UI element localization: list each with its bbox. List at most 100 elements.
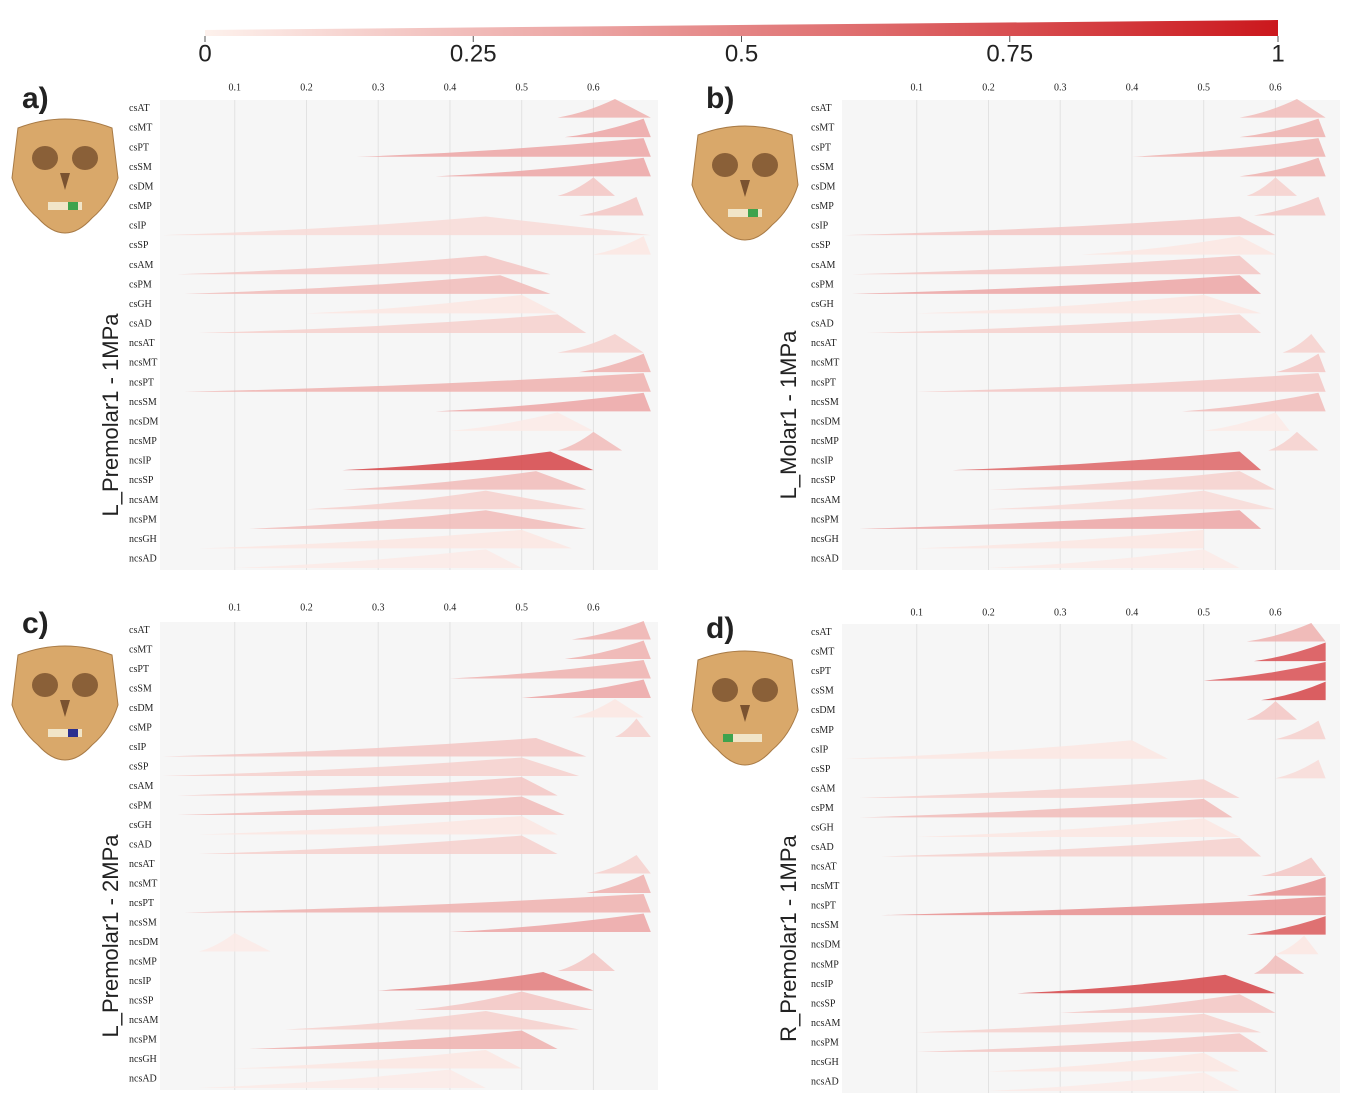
row-label: ncsIP bbox=[811, 979, 834, 990]
row-label: ncsMP bbox=[811, 959, 839, 970]
row-label: csAD bbox=[129, 840, 152, 851]
row-label: ncsIP bbox=[129, 456, 152, 467]
skull bbox=[692, 651, 798, 765]
row-label: csPM bbox=[811, 279, 834, 290]
row-label: csIP bbox=[811, 744, 829, 755]
row-label: csSP bbox=[129, 762, 149, 773]
row-label: ncsDM bbox=[129, 937, 159, 948]
x-tick-label: 0.1 bbox=[228, 82, 241, 93]
row-label: ncsAD bbox=[129, 554, 157, 565]
load-marker bbox=[68, 202, 78, 210]
x-tick-label: 0.4 bbox=[444, 82, 457, 93]
row-label: ncsMT bbox=[129, 358, 157, 369]
row-label: csMT bbox=[129, 645, 152, 656]
y-axis-label: L_Molar1 - 1MPa bbox=[776, 330, 801, 500]
row-label: csSM bbox=[811, 162, 834, 173]
row-label: ncsAD bbox=[129, 1074, 157, 1085]
row-label: ncsGH bbox=[811, 1057, 839, 1068]
figure: 00.250.50.7510.10.20.30.40.50.6csATcsMTc… bbox=[0, 0, 1349, 1093]
row-label: csIP bbox=[129, 742, 147, 753]
row-label: ncsSM bbox=[811, 397, 839, 408]
panel-label: d) bbox=[706, 612, 734, 645]
orbit bbox=[32, 673, 58, 697]
y-axis-label: R_Premolar1 - 1MPa bbox=[776, 834, 801, 1041]
row-label: ncsPT bbox=[811, 377, 836, 388]
row-label: csDM bbox=[129, 703, 154, 714]
x-tick-label: 0.4 bbox=[444, 602, 457, 613]
row-label: ncsPT bbox=[129, 377, 154, 388]
row-label: csAT bbox=[129, 625, 150, 636]
row-label: csDM bbox=[129, 181, 154, 192]
row-label: ncsPM bbox=[129, 514, 157, 525]
row-label: csSM bbox=[129, 684, 152, 695]
row-label: ncsGH bbox=[129, 1054, 157, 1065]
row-label: csSP bbox=[129, 240, 149, 251]
row-label: csAT bbox=[129, 103, 150, 114]
x-tick-label: 0.2 bbox=[982, 607, 995, 618]
row-label: csSP bbox=[811, 240, 831, 251]
row-label: csAT bbox=[811, 103, 832, 114]
panel-label: a) bbox=[22, 82, 49, 115]
row-label: csPM bbox=[129, 279, 152, 290]
row-label: csAM bbox=[129, 781, 154, 792]
row-label: ncsPM bbox=[811, 514, 839, 525]
colorbar-tick-label: 0.25 bbox=[450, 40, 497, 67]
row-label: ncsGH bbox=[129, 534, 157, 545]
row-label: ncsPM bbox=[811, 1037, 839, 1048]
row-label: csAT bbox=[811, 627, 832, 638]
y-axis-label: L_Premolar1 - 2MPa bbox=[98, 834, 123, 1038]
x-tick-label: 0.5 bbox=[515, 82, 528, 93]
x-tick-label: 0.3 bbox=[372, 602, 385, 613]
row-label: csSM bbox=[811, 686, 834, 697]
row-label: csPM bbox=[811, 803, 834, 814]
panel-label: b) bbox=[706, 82, 734, 115]
row-label: ncsMT bbox=[811, 358, 839, 369]
row-label: ncsAM bbox=[129, 495, 159, 506]
load-marker bbox=[748, 209, 758, 217]
row-label: ncsIP bbox=[811, 456, 834, 467]
row-label: csPT bbox=[811, 666, 831, 677]
row-label: ncsMP bbox=[811, 436, 839, 447]
row-label: csPT bbox=[811, 142, 831, 153]
row-label: csGH bbox=[811, 299, 834, 310]
row-label: csAD bbox=[129, 319, 152, 330]
orbit bbox=[72, 146, 98, 170]
row-label: ncsAT bbox=[129, 859, 155, 870]
row-label: ncsAT bbox=[811, 862, 837, 873]
row-label: ncsIP bbox=[129, 976, 152, 987]
x-tick-label: 0.1 bbox=[910, 607, 923, 618]
row-label: ncsDM bbox=[129, 416, 159, 427]
x-tick-label: 0.6 bbox=[1269, 82, 1282, 93]
row-label: ncsMT bbox=[129, 879, 157, 890]
row-label: csAM bbox=[811, 783, 836, 794]
row-label: csSM bbox=[129, 162, 152, 173]
row-label: csMP bbox=[129, 723, 152, 734]
row-label: csDM bbox=[811, 705, 836, 716]
row-label: ncsSM bbox=[129, 918, 157, 929]
row-label: ncsSP bbox=[129, 996, 154, 1007]
row-label: ncsDM bbox=[811, 416, 841, 427]
row-label: csIP bbox=[129, 221, 147, 232]
row-label: ncsAM bbox=[811, 495, 841, 506]
skull bbox=[12, 646, 118, 760]
row-label: csMT bbox=[129, 123, 152, 134]
x-tick-label: 0.2 bbox=[982, 82, 995, 93]
row-label: ncsSM bbox=[811, 920, 839, 931]
row-label: csPT bbox=[129, 664, 149, 675]
x-tick-label: 0.2 bbox=[300, 602, 313, 613]
orbit bbox=[712, 678, 738, 702]
x-tick-label: 0.3 bbox=[1054, 82, 1067, 93]
row-label: ncsSM bbox=[129, 397, 157, 408]
orbit bbox=[712, 153, 738, 177]
row-label: ncsSP bbox=[811, 475, 836, 486]
row-label: ncsMT bbox=[811, 881, 839, 892]
row-label: csSP bbox=[811, 764, 831, 775]
colorbar-tick-label: 0 bbox=[198, 40, 211, 67]
row-label: csPT bbox=[129, 142, 149, 153]
row-label: ncsAM bbox=[129, 1015, 159, 1026]
row-label: csAD bbox=[811, 842, 834, 853]
x-tick-label: 0.1 bbox=[910, 82, 923, 93]
row-label: ncsPT bbox=[811, 901, 836, 912]
row-label: csMP bbox=[811, 725, 834, 736]
row-label: ncsAT bbox=[811, 338, 837, 349]
